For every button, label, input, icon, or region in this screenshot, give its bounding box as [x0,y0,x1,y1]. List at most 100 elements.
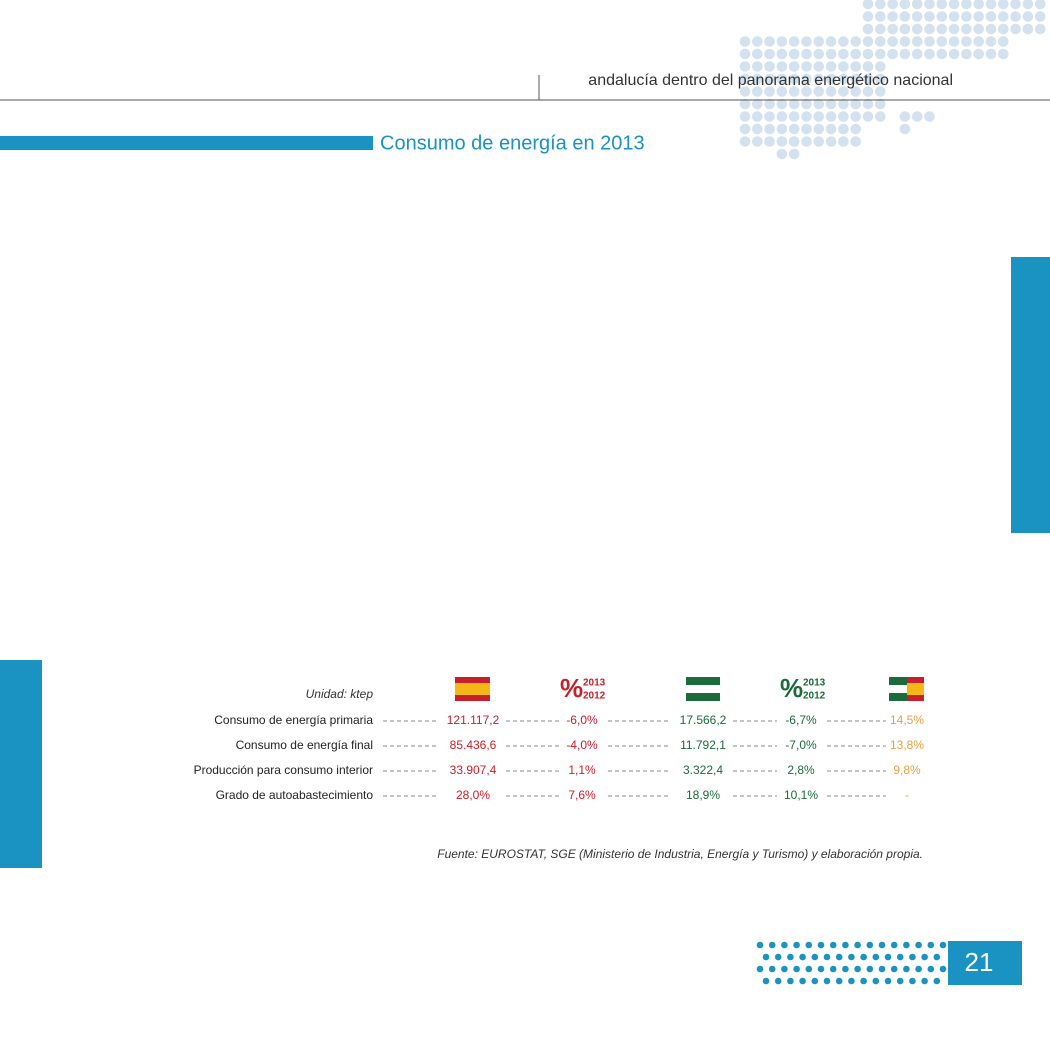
dot [1022,0,1034,10]
dot [850,61,861,72]
dot [739,61,751,72]
dot [752,36,763,47]
dot [890,941,898,949]
dot [862,61,874,72]
cell: 10,1% [784,788,818,802]
dot [825,123,837,135]
pct-year-top: 2013 [583,678,606,689]
dot [911,48,923,60]
dot [998,0,1009,10]
dot [924,48,935,60]
dot [936,0,948,10]
dot [764,123,775,135]
dot [875,98,886,110]
dot [911,0,923,10]
flag-andalucia [686,677,720,701]
dot [788,148,800,160]
dot [788,111,800,122]
dot [924,111,935,122]
dot [887,23,898,35]
dot [838,86,849,97]
dot [823,953,831,961]
dot [884,953,892,961]
dot [829,965,837,973]
dot [890,965,898,973]
dot [911,36,923,47]
dot [875,86,886,97]
dot [813,48,825,60]
dot [933,977,941,985]
dot [752,111,763,122]
pct-symbol: % [780,673,803,703]
dot [854,965,861,973]
dot [973,36,984,47]
dot [921,953,928,961]
cell: 121.117,2 [447,713,500,727]
page-number: 21 [965,947,994,977]
dot [801,123,812,135]
header-title: andalucía dentro del panorama energético… [588,72,953,89]
dot [823,977,831,985]
dot [788,48,800,60]
dot [739,123,751,135]
dot [939,941,947,949]
dot [872,977,880,985]
dot [850,111,861,122]
dot [838,36,849,47]
dot [862,36,874,47]
dot [936,48,948,60]
dot [899,11,911,22]
dot [924,36,935,47]
dot [921,977,928,985]
dot [936,36,948,47]
dot [1034,23,1046,35]
cell: 1,1% [568,763,596,777]
dot [850,98,861,110]
dot [799,977,806,985]
dot [924,11,935,22]
dot [756,965,764,973]
dot [911,23,923,35]
dot [752,86,763,97]
cell: 17.566,2 [680,713,727,727]
dot [764,86,775,97]
side-bar-left [0,660,42,868]
dot [813,136,825,147]
dot [911,11,923,22]
dot [875,36,886,47]
dot [752,48,763,60]
dot [961,0,972,10]
dot [899,111,911,122]
dot [842,965,849,973]
dot [903,965,910,973]
dot [862,11,874,22]
dot [788,61,800,72]
dot [813,36,825,47]
dot [752,73,763,85]
dot [764,73,775,85]
dot [825,61,837,72]
dot [788,123,800,135]
dot [838,111,849,122]
dot [1034,0,1046,10]
dot [776,148,788,160]
dot [998,36,1009,47]
cell: 18,9% [686,788,720,802]
dot [762,977,770,985]
row-label: Consumo de energía final [236,738,373,752]
dot [899,48,911,60]
title-bar [0,136,373,150]
dot [817,965,825,973]
pct-year-bottom: 2012 [803,691,826,702]
cell: 3.322,4 [683,763,723,777]
dot [878,941,886,949]
dot [985,23,997,35]
dot [768,941,776,949]
dot [752,98,763,110]
dot [801,136,812,147]
dot [896,953,904,961]
row-label: Consumo de energía primaria [214,713,373,727]
dot [862,73,874,85]
dot [961,48,972,60]
